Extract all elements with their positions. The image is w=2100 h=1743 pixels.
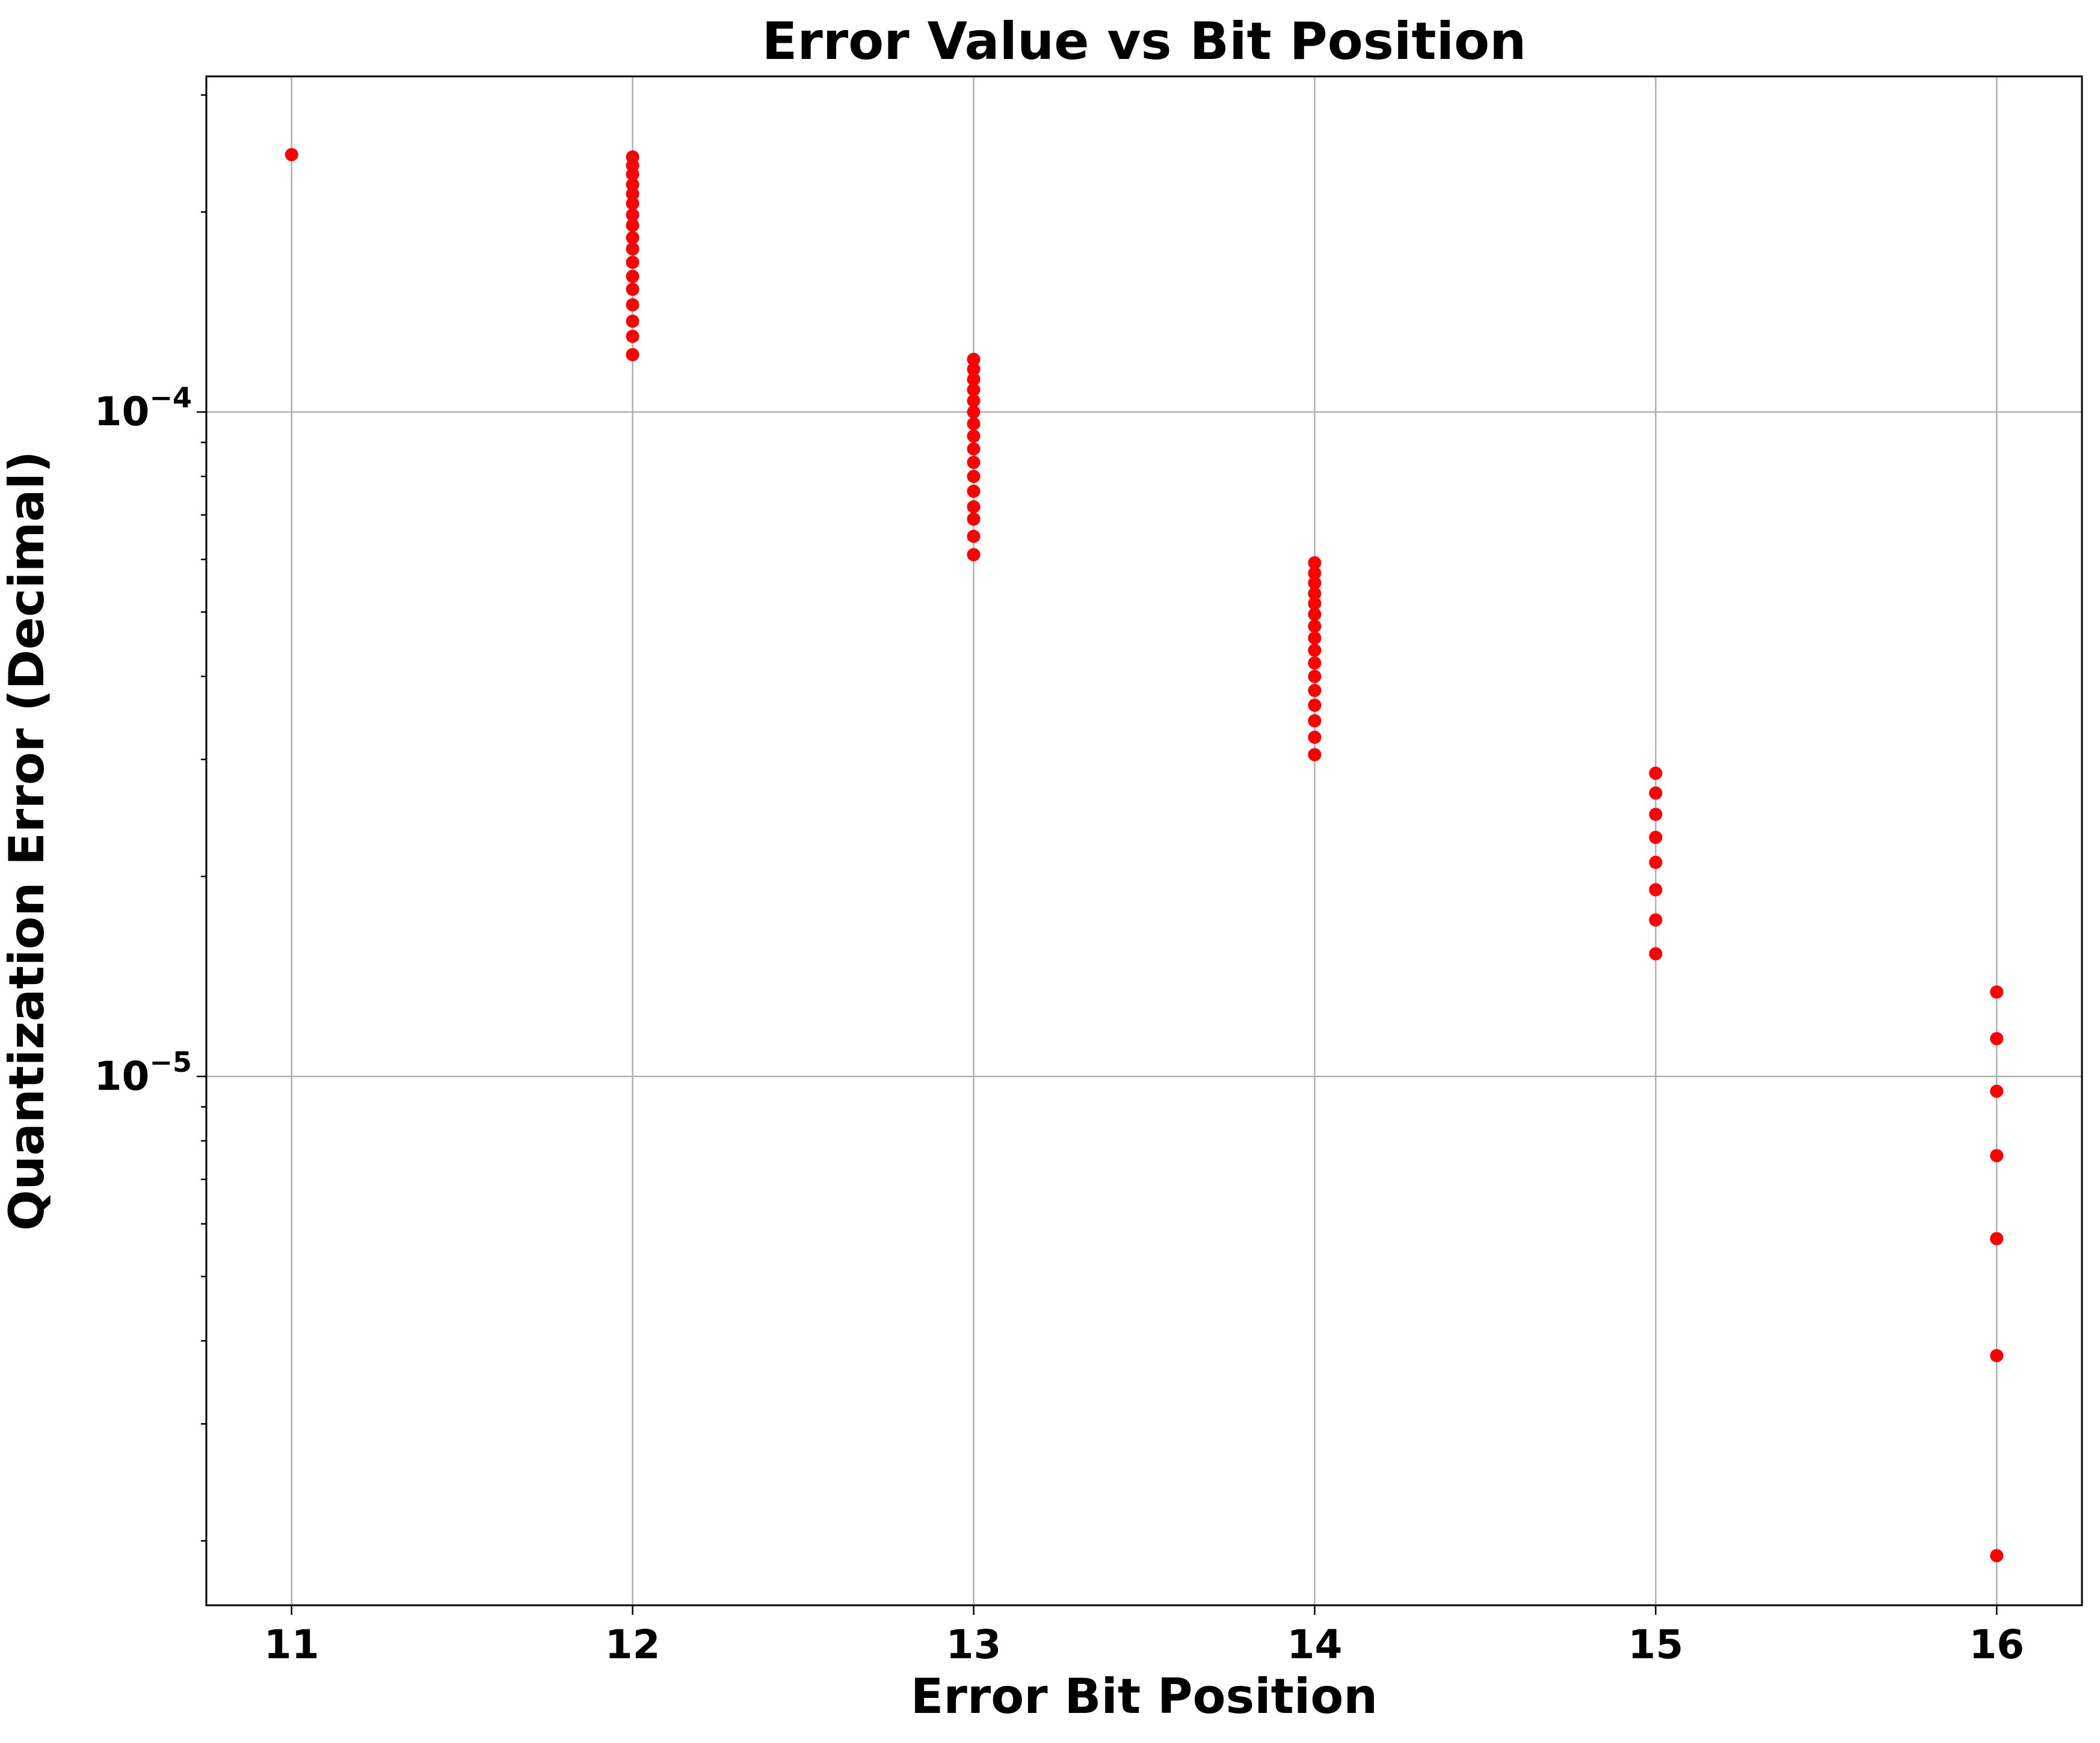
x-tick-label: 12 — [605, 1622, 660, 1668]
data-point — [1308, 619, 1322, 633]
data-point — [626, 315, 639, 328]
data-point — [967, 529, 981, 543]
data-point — [967, 512, 981, 526]
y-axis-ticks: 10−5 10−4 — [94, 381, 206, 1099]
data-point — [967, 362, 981, 376]
data-point — [626, 242, 639, 256]
data-point — [1990, 1084, 2004, 1098]
data-point — [1990, 1149, 2004, 1163]
data-point — [626, 208, 639, 222]
data-point — [967, 548, 981, 562]
data-point — [626, 187, 639, 201]
data-point — [626, 231, 639, 245]
data-point — [626, 283, 639, 297]
data-point — [1308, 597, 1322, 610]
data-point — [1649, 883, 1663, 897]
y-axis-label: Quantization Error (Decimal) — [0, 451, 55, 1231]
data-point — [967, 405, 981, 419]
data-point — [285, 148, 298, 162]
data-point — [1308, 669, 1322, 683]
data-point — [1990, 1031, 2004, 1045]
data-point — [1308, 586, 1322, 600]
x-tick-label: 13 — [946, 1622, 1002, 1668]
data-point — [626, 218, 639, 232]
data-point — [626, 197, 639, 211]
data-point — [967, 442, 981, 456]
data-point — [1649, 855, 1663, 869]
x-tick-label: 15 — [1628, 1622, 1683, 1668]
x-tick-label: 14 — [1287, 1622, 1343, 1668]
plot-area-frame — [205, 75, 2083, 1606]
data-point — [967, 484, 981, 498]
data-point — [1649, 913, 1663, 927]
data-point — [967, 500, 981, 514]
data-point — [1649, 808, 1663, 822]
data-point — [1308, 748, 1322, 761]
data-point — [626, 330, 639, 343]
data-point — [1990, 1549, 2004, 1563]
data-point — [626, 177, 639, 191]
y-tick-label: 10−5 — [94, 1046, 192, 1099]
y-tick-label: 10−4 — [94, 381, 192, 435]
x-axis-label: Error Bit Position — [911, 1668, 1378, 1724]
x-axis-ticks: 11 12 13 14 15 16 — [264, 1605, 2024, 1668]
data-point — [626, 256, 639, 269]
data-point — [967, 455, 981, 469]
data-point — [1308, 644, 1322, 657]
data-point — [967, 470, 981, 484]
x-tick-label: 11 — [264, 1622, 319, 1668]
data-point — [1308, 730, 1322, 744]
data-point — [967, 394, 981, 408]
data-point — [967, 372, 981, 386]
data-point — [1308, 567, 1322, 580]
data-point — [1649, 947, 1663, 961]
data-point — [626, 269, 639, 283]
data-point — [1308, 656, 1322, 670]
data-point — [1990, 1232, 2004, 1246]
data-point — [1990, 1348, 2004, 1362]
points-layer — [285, 148, 2004, 1563]
data-point — [1308, 576, 1322, 590]
chart-title: Error Value vs Bit Position — [762, 11, 1527, 72]
data-point — [1649, 831, 1663, 844]
data-point — [626, 167, 639, 181]
data-point — [1308, 631, 1322, 645]
data-point — [1308, 684, 1322, 698]
x-tick-label: 16 — [1969, 1622, 2024, 1668]
data-point — [1308, 556, 1322, 570]
data-point — [1990, 985, 2004, 999]
data-point — [1308, 698, 1322, 712]
data-point — [967, 429, 981, 443]
data-point — [967, 352, 981, 366]
data-point — [626, 348, 639, 361]
data-point — [1649, 766, 1663, 780]
data-point — [1308, 607, 1322, 621]
data-point — [967, 383, 981, 397]
data-point — [1308, 714, 1322, 728]
data-point — [1649, 786, 1663, 800]
data-point — [967, 417, 981, 431]
data-point — [626, 298, 639, 312]
